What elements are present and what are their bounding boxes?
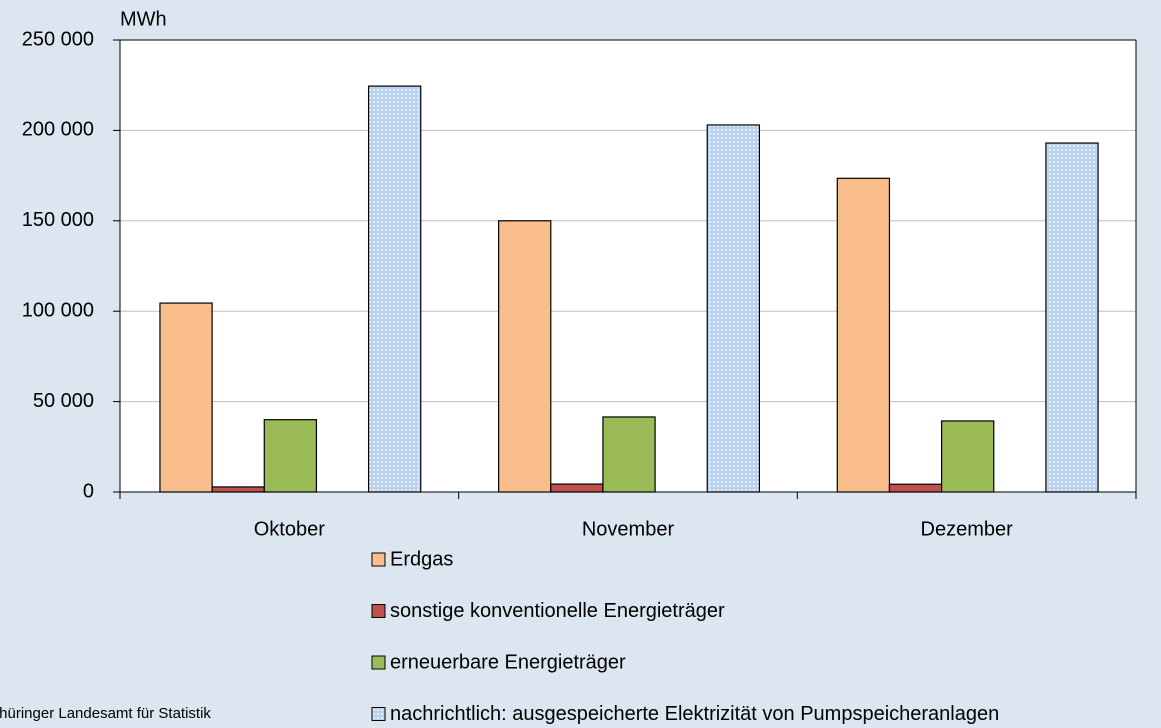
bar [706, 124, 761, 493]
y-tick-label: 100 000 [22, 299, 94, 321]
source-note: Thüringer Landesamt für Statistik [0, 705, 211, 722]
legend-swatch [371, 604, 386, 618]
y-tick-label: 0 [83, 480, 94, 502]
bar [550, 483, 604, 493]
bar [498, 220, 552, 493]
y-tick-label: 250 000 [22, 28, 94, 50]
legend-label: erneuerbare Energieträger [390, 651, 626, 673]
bar [1045, 142, 1099, 493]
bar [211, 486, 265, 493]
legend-swatch [371, 707, 386, 721]
legend-label: sonstige konventionelle Energieträger [390, 600, 725, 622]
bar [602, 416, 656, 493]
y-tick-label: 200 000 [22, 119, 94, 141]
legend-label: Erdgas [390, 548, 453, 570]
legend-swatch [371, 655, 386, 670]
unit-label: MWh [120, 8, 167, 30]
x-tick-label: Oktober [254, 518, 325, 540]
legend-label: nachrichtlich: ausgespeicherte Elektrizi… [390, 703, 999, 725]
bar [367, 85, 422, 493]
bar [836, 177, 891, 493]
bar [263, 419, 318, 493]
x-tick-label: Dezember [921, 518, 1014, 540]
bar [159, 302, 213, 493]
x-tick-label: November [582, 518, 675, 540]
bar [941, 420, 995, 493]
y-tick-label: 150 000 [22, 209, 94, 231]
y-tick-label: 50 000 [33, 390, 94, 412]
bar [888, 483, 943, 493]
legend-swatch [371, 552, 386, 567]
